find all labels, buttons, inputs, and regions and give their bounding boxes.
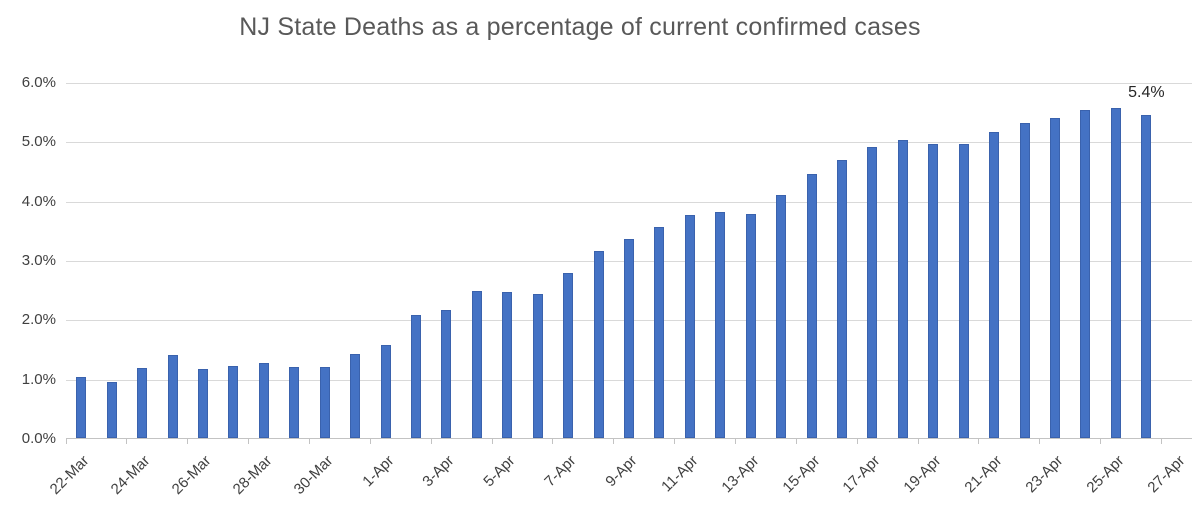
bar-13-Apr: [745, 213, 756, 438]
bar-25-Apr: [1110, 108, 1121, 438]
x-axis-label: 21-Apr: [961, 452, 1006, 497]
x-axis-tick: [613, 439, 615, 444]
bar-26-Mar: [197, 368, 208, 438]
x-axis-tick: [308, 439, 310, 444]
bar-23-Mar: [106, 382, 117, 438]
x-axis-tick: [187, 439, 189, 444]
bar-22-Mar: [76, 376, 87, 438]
plot-area: 22-Mar 24-Mar 26-Mar 28-Mar 30-Mar 1-Apr 3-Apr…: [47, 83, 1192, 498]
bar-29-Mar: [289, 367, 300, 438]
x-axis-tick: [735, 439, 736, 444]
x-axis-label: 17-Apr: [839, 452, 884, 497]
x-axis-label: 24-Mar: [107, 452, 154, 498]
y-axis-label: 2.0%: [21, 311, 56, 329]
x-axis-label: 13-Apr: [718, 452, 763, 497]
x-axis-label: 25-Apr: [1083, 452, 1128, 497]
bar-28-Mar: [258, 363, 269, 438]
x-axis-tick: [1100, 439, 1102, 444]
gridline: [66, 142, 1192, 144]
y-axis-label: 6.0%: [21, 74, 56, 91]
x-axis-label: 11-Apr: [658, 452, 702, 496]
y-axis-label: 3.0%: [21, 252, 56, 269]
bar-26-Apr: [1141, 115, 1152, 438]
bar-4-Apr: [471, 290, 482, 438]
bar-31-Mar: [350, 353, 361, 438]
bar-20-Apr: [958, 144, 969, 438]
x-axis-tick: [65, 439, 67, 444]
bar-17-Apr: [867, 146, 878, 438]
x-axis-label: 9-Apr: [602, 452, 641, 491]
x-axis-tick: [248, 439, 250, 444]
x-axis-tick: [491, 439, 493, 444]
bar-15-Apr: [806, 173, 817, 438]
x-axis-tick: [1161, 439, 1163, 444]
bar-10-Apr: [654, 227, 665, 438]
x-axis-label: 23-Apr: [1022, 452, 1067, 497]
bar-11-Apr: [684, 214, 695, 438]
y-axis-label: 0.0%: [21, 430, 56, 447]
bar-8-Apr: [593, 250, 604, 438]
bar-24-Apr: [1080, 109, 1091, 438]
gridline: [66, 83, 1192, 84]
data-label: 5.4%: [1128, 84, 1165, 102]
x-axis-label: 30-Mar: [290, 452, 336, 498]
bar-3-Apr: [441, 309, 452, 438]
x-axis-tick: [856, 439, 858, 444]
x-axis-label: 7-Apr: [541, 452, 580, 491]
bar-9-Apr: [624, 239, 634, 438]
x-axis-label: 19-Apr: [900, 452, 945, 497]
bar-22-Apr: [1019, 122, 1030, 438]
bar-30-Mar: [319, 367, 330, 438]
x-axis-label: 3-Apr: [419, 452, 458, 491]
x-axis-tick: [126, 439, 128, 444]
y-axis-label: 1.0%: [21, 370, 56, 388]
x-axis-label: 28-Mar: [229, 452, 276, 498]
x-axis-line: [66, 438, 1192, 439]
bar-1-Apr: [380, 344, 391, 438]
x-axis-tick: [795, 439, 797, 444]
bar-16-Apr: [837, 160, 848, 438]
bar-25-Mar: [167, 354, 178, 438]
bar-6-Apr: [532, 293, 543, 438]
bar-7-Apr: [563, 273, 574, 438]
bar-14-Apr: [776, 194, 787, 438]
x-axis-label: 26-Mar: [168, 452, 215, 498]
x-axis-tick: [917, 439, 919, 444]
bar-19-Apr: [928, 144, 939, 438]
bar-12-Apr: [715, 211, 726, 438]
x-axis-tick: [978, 439, 980, 444]
y-axis-label: 4.0%: [21, 192, 56, 210]
y-axis-label: 5.0%: [21, 133, 56, 151]
x-axis-tick: [674, 439, 676, 444]
bar-23-Apr: [1050, 118, 1061, 438]
x-axis-label: 1-Apr: [358, 452, 397, 491]
x-axis-tick: [369, 439, 371, 444]
bar-21-Apr: [989, 131, 1000, 438]
chart-title: NJ State Deaths as a percentage of curre…: [239, 13, 921, 41]
bar-27-Mar: [228, 366, 239, 438]
bar-18-Apr: [897, 140, 908, 438]
bar-2-Apr: [410, 314, 421, 438]
x-axis-label: 27-Apr: [1144, 452, 1189, 497]
bar-5-Apr: [502, 292, 513, 438]
x-axis-tick: [552, 439, 554, 444]
x-axis-label: 22-Mar: [46, 452, 93, 498]
x-axis-tick: [430, 439, 432, 444]
bar-24-Mar: [137, 368, 148, 438]
x-axis-tick: [1039, 439, 1041, 444]
x-axis-label: 15-Apr: [779, 452, 823, 497]
gridline: [66, 201, 1192, 203]
x-axis-label: 5-Apr: [480, 452, 519, 491]
